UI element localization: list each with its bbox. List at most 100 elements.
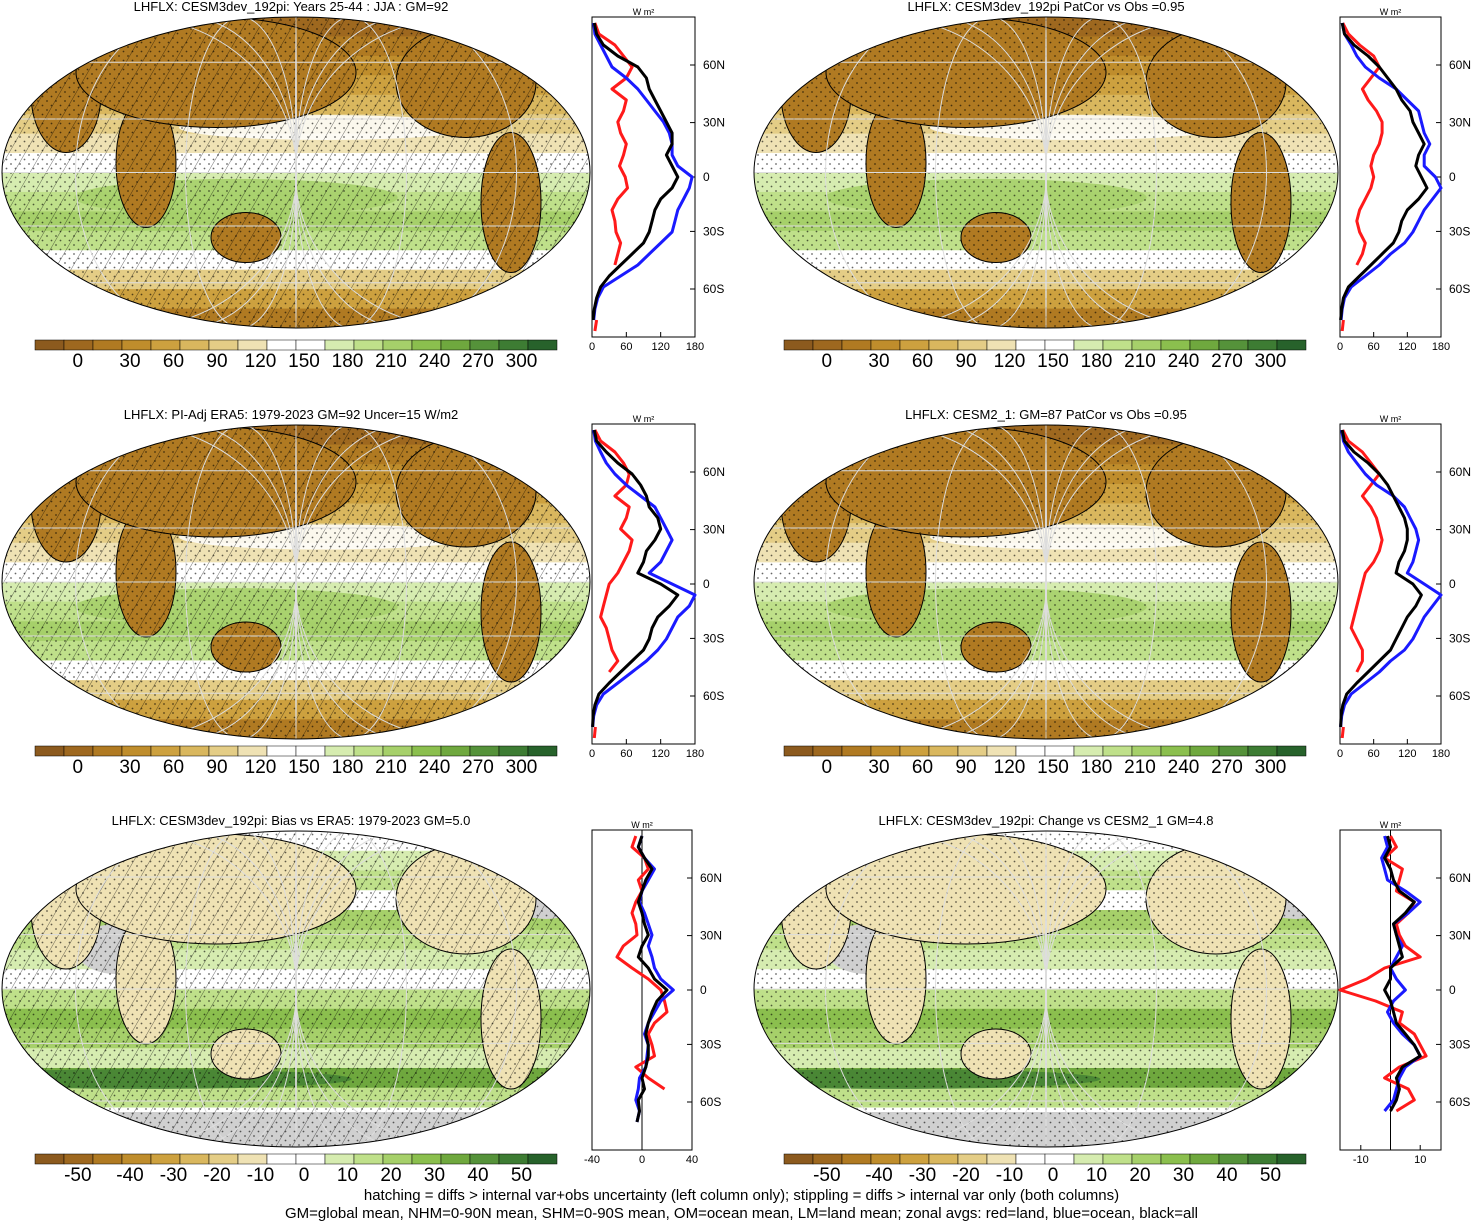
lat-tick-label: 30S xyxy=(1449,224,1470,238)
colorbar-swatch xyxy=(179,745,210,757)
map-panel xyxy=(753,16,1339,329)
colorbar-swatch xyxy=(34,745,65,757)
zonal-line-all xyxy=(591,429,680,728)
colorbar-tick-label: 210 xyxy=(1124,757,1156,778)
colorbar-swatch xyxy=(92,1153,123,1165)
colorbar-swatch xyxy=(1276,1153,1307,1165)
colorbar-swatch xyxy=(92,339,123,351)
colorbar-swatch xyxy=(1102,1153,1133,1165)
colorbar-swatch xyxy=(1044,1153,1075,1165)
colorbar-tick-label: 90 xyxy=(206,757,227,778)
x-tick-label: 40 xyxy=(686,1154,698,1166)
colorbar-swatch xyxy=(411,745,442,757)
lat-tick-label: 0 xyxy=(703,577,710,591)
colorbar-swatch xyxy=(870,1153,901,1165)
x-tick-label: 0 xyxy=(589,341,595,353)
map-border xyxy=(1,424,591,740)
colorbar-tick-label: 60 xyxy=(912,757,933,778)
colorbar-swatch xyxy=(1044,745,1075,757)
graticule-line xyxy=(295,831,590,1147)
panel-title: LHFLX: CESM2_1: GM=87 PatCor vs Obs =0.9… xyxy=(905,407,1187,422)
colorbar-tick-label: -40 xyxy=(116,1165,143,1186)
colorbar-swatch xyxy=(150,339,181,351)
colorbar-swatch xyxy=(411,1153,442,1165)
lat-tick-label: 60S xyxy=(1449,282,1470,296)
zonal-line-all xyxy=(1339,429,1423,728)
colorbar-swatch xyxy=(63,339,94,351)
lat-tick-label: 60S xyxy=(703,282,724,296)
lat-tick-label: 60N xyxy=(1449,871,1471,885)
colorbar-swatch xyxy=(1160,1153,1191,1165)
colorbar-tick-label: 60 xyxy=(163,351,184,372)
colorbar-swatch xyxy=(34,339,65,351)
colorbar-swatch xyxy=(957,745,988,757)
panel-title: LHFLX: CESM3dev_192pi PatCor vs Obs =0.9… xyxy=(907,0,1184,14)
footnote-line-1: hatching = diffs > internal var+obs unce… xyxy=(363,1187,1120,1204)
colorbar-tick-label: 270 xyxy=(462,351,494,372)
colorbar-swatch xyxy=(208,339,239,351)
colorbar-swatch xyxy=(237,745,268,757)
colorbar-swatch xyxy=(527,745,558,757)
lat-tick-label: 0 xyxy=(1449,983,1456,997)
colorbar-swatch xyxy=(440,745,471,757)
map-border xyxy=(753,16,1339,329)
colorbar-tick-label: 180 xyxy=(1081,351,1113,372)
colorbar-tick-label: -20 xyxy=(203,1165,230,1186)
zonal-units-label: W m² xyxy=(631,820,653,830)
colorbar-swatch xyxy=(986,1153,1017,1165)
colorbar-swatch xyxy=(899,339,930,351)
colorbar-swatch xyxy=(382,1153,413,1165)
colorbar-tick-label: 120 xyxy=(245,351,277,372)
lat-tick-label: 30S xyxy=(703,631,724,645)
colorbar-swatch xyxy=(353,339,384,351)
zonal-frame xyxy=(591,423,696,745)
map-border xyxy=(753,424,1339,740)
colorbar-tick-label: 0 xyxy=(73,351,84,372)
colorbar-swatch xyxy=(324,339,355,351)
colorbar-tick-label: -30 xyxy=(160,1165,187,1186)
x-tick-label: 60 xyxy=(1368,341,1380,353)
lat-tick-label: 60S xyxy=(700,1095,721,1109)
colorbar-swatch xyxy=(1218,745,1249,757)
graticule-line xyxy=(295,425,590,739)
colorbar-swatch xyxy=(783,339,814,351)
lat-tick-label: 30N xyxy=(1449,929,1471,943)
colorbar-tick-label: 240 xyxy=(1168,351,1200,372)
x-tick-label: 180 xyxy=(686,748,704,760)
colorbar-swatch xyxy=(295,339,326,351)
colorbar-tick-label: 10 xyxy=(337,1165,358,1186)
lat-tick-label: 60N xyxy=(700,871,722,885)
colorbar-swatch xyxy=(1218,1153,1249,1165)
colorbar-swatch xyxy=(63,1153,94,1165)
colorbar-swatch xyxy=(382,745,413,757)
colorbar-tick-label: -20 xyxy=(952,1165,979,1186)
colorbar-swatch xyxy=(1189,339,1220,351)
panel-title: LHFLX: CESM3dev_192pi: Bias vs ERA5: 197… xyxy=(112,813,471,828)
colorbar-tick-label: 50 xyxy=(511,1165,532,1186)
lat-tick-label: 60N xyxy=(1449,58,1471,72)
colorbar-swatch xyxy=(928,745,959,757)
panel-title: LHFLX: PI-Adj ERA5: 1979-2023 GM=92 Unce… xyxy=(124,407,459,422)
x-tick-label: 10 xyxy=(1414,1154,1426,1166)
colorbar-swatch xyxy=(841,1153,872,1165)
colorbar-swatch xyxy=(841,339,872,351)
lat-tick-label: 30S xyxy=(700,1037,721,1051)
map-border xyxy=(1,16,591,329)
colorbar-swatch xyxy=(1247,339,1278,351)
panel-title: LHFLX: CESM3dev_192pi: Change vs CESM2_1… xyxy=(879,813,1214,828)
panel-title: LHFLX: CESM3dev_192pi: Years 25-44 : JJA… xyxy=(134,0,449,14)
zonal-units-label: W m² xyxy=(633,7,655,17)
colorbar-swatch xyxy=(986,745,1017,757)
map-panel xyxy=(1,16,591,329)
map-panel xyxy=(1,830,591,1148)
colorbar-tick-label: 30 xyxy=(868,757,889,778)
footnote-line-2: GM=global mean, NHM=0-90N mean, SHM=0-90… xyxy=(284,1205,1198,1222)
colorbar-tick-label: 0 xyxy=(822,757,833,778)
colorbar-swatch xyxy=(121,339,152,351)
lat-tick-label: 30S xyxy=(703,224,724,238)
colorbar-tick-label: 300 xyxy=(506,757,538,778)
x-tick-label: -10 xyxy=(1353,1154,1369,1166)
map-panel xyxy=(753,424,1339,740)
colorbar-tick-label: 300 xyxy=(506,351,538,372)
colorbar-swatch xyxy=(411,339,442,351)
